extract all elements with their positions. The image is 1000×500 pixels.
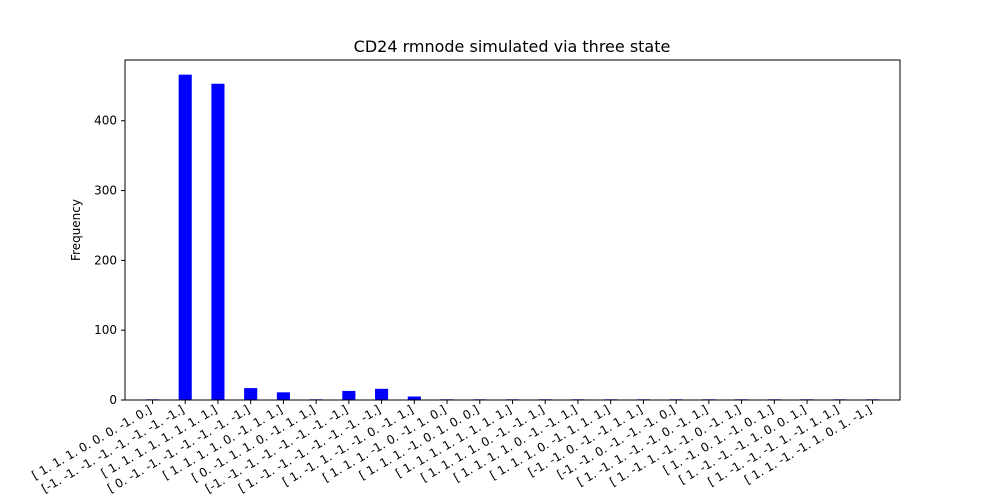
- y-axis-label: Frequency: [69, 199, 83, 261]
- x-axis-ticks: [ 1. 1. 1. 0. 0. 0. -1. 0.][-1. -1. -1. …: [29, 400, 874, 496]
- bar-7: [375, 388, 389, 400]
- bars-group: [145, 74, 880, 401]
- chart-title: CD24 rmnode simulated via three state: [354, 37, 671, 56]
- y-tick-label-0: 0: [109, 393, 117, 407]
- y-tick-label-2: 200: [94, 253, 117, 267]
- y-tick-label-4: 400: [94, 114, 117, 128]
- bar-3: [244, 388, 258, 400]
- bar-4: [276, 392, 290, 400]
- y-tick-label-3: 300: [94, 184, 117, 198]
- plot-frame: [124, 59, 901, 401]
- bar-2: [211, 83, 225, 401]
- y-axis-ticks: 0 100 200 300 400: [94, 114, 125, 407]
- bar-6: [342, 390, 356, 400]
- bar-1: [178, 74, 192, 400]
- bar-8: [407, 396, 421, 400]
- y-tick-label-1: 100: [94, 323, 117, 337]
